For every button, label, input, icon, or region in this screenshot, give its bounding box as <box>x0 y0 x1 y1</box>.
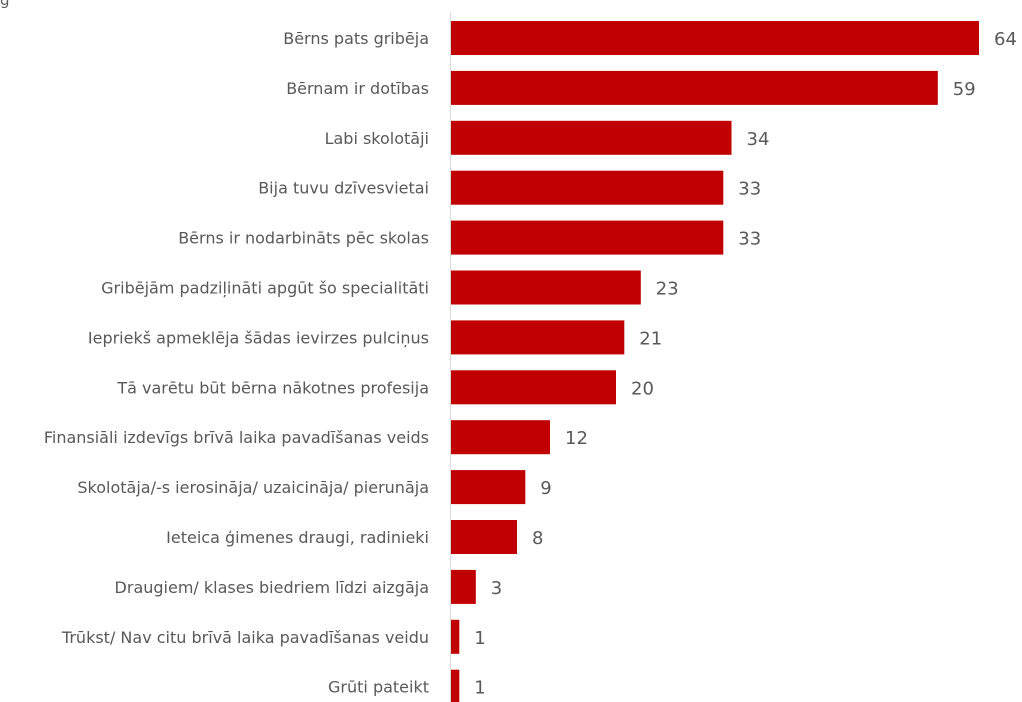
value-label: 23 <box>656 279 679 300</box>
category-label: Bija tuvu dzīvesvietai <box>258 179 429 198</box>
category-label: Tā varētu būt bērna nākotnes profesija <box>116 378 429 397</box>
value-label: 59 <box>953 79 976 100</box>
category-label: Iepriekš apmeklēja šādas ievirzes pulciņ… <box>88 328 429 347</box>
category-label: Bērnam ir dotības <box>286 79 429 98</box>
value-label: 9 <box>540 478 551 499</box>
value-label: 20 <box>631 378 654 399</box>
bar <box>451 420 550 455</box>
bar <box>451 270 641 305</box>
category-label: Bērns ir nodarbināts pēc skolas <box>178 229 429 248</box>
bar <box>451 70 938 105</box>
value-label: 1 <box>474 628 485 649</box>
value-label: 33 <box>738 229 761 250</box>
bars-group <box>451 21 979 702</box>
bar <box>451 120 732 155</box>
bar <box>451 320 625 355</box>
bar <box>451 470 526 505</box>
bar <box>451 370 616 405</box>
cropped-header-text: g <box>0 0 10 9</box>
bar <box>451 569 476 604</box>
category-labels-group: Bērns pats gribēja Bērnam ir dotības Labi … <box>44 29 429 697</box>
bar <box>451 669 460 702</box>
category-label: Gribējām padziļināti apgūt šo specialitā… <box>101 279 429 298</box>
value-label: 21 <box>639 328 662 349</box>
category-label: Draugiem/ klases biedriem līdzi aizgāja <box>115 578 429 597</box>
category-label: Grūti pateikt <box>328 678 429 697</box>
category-label: Bērns pats gribēja <box>283 29 429 48</box>
value-label: 12 <box>565 428 588 449</box>
category-label: Ieteica ģimenes draugi, radinieki <box>166 528 429 547</box>
category-label: Trūkst/ Nav citu brīvā laika pavadīšanas… <box>61 628 429 647</box>
bar <box>451 21 979 55</box>
value-label: 34 <box>747 129 770 150</box>
category-label: Skolotāja/-s ierosināja/ uzaicināja/ pie… <box>77 478 429 497</box>
category-label: Labi skolotāji <box>325 129 429 148</box>
value-label: 64 <box>994 29 1017 50</box>
value-label: 1 <box>474 678 485 699</box>
value-label: 3 <box>491 578 502 599</box>
bar <box>451 220 724 255</box>
bar <box>451 170 724 205</box>
bar <box>451 619 460 654</box>
category-label: Finansiāli izdevīgs brīvā laika pavadīša… <box>44 428 429 447</box>
value-label: 33 <box>738 179 761 200</box>
bar <box>451 520 517 554</box>
value-labels-group: 64 59 34 33 33 23 21 20 12 9 8 3 1 1 <box>474 29 1017 699</box>
value-label: 8 <box>532 528 543 549</box>
